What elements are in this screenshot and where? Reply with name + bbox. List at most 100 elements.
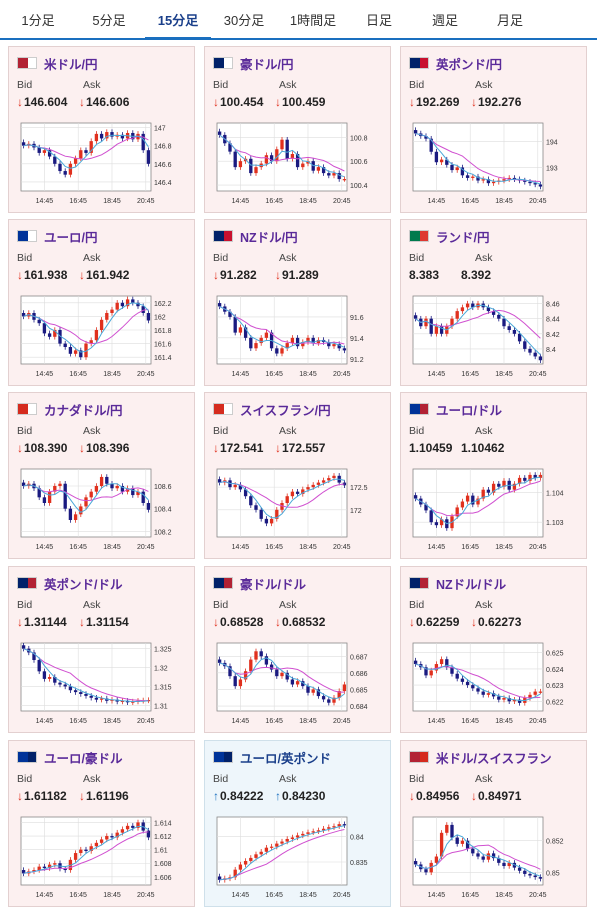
arrow-down-icon: ↓: [17, 441, 23, 455]
candle-body: [476, 688, 480, 692]
candle-body: [47, 333, 52, 337]
card-title[interactable]: 英ポンド/円: [409, 55, 502, 72]
price-chart[interactable]: 108.6 108.4 108.2 14:45 16:45 18:45 20:45: [17, 465, 187, 553]
card-title[interactable]: ランド/円: [409, 228, 490, 245]
price-chart[interactable]: 100.8 100.6 100.4 14:45 16:45 18:45 20:45: [213, 119, 383, 207]
rate-card[interactable]: 米ドル/スイスフラン Bid Ask ↓0.84956 ↓0.84971 0.852 0.8…: [400, 740, 587, 907]
price-chart[interactable]: 1.614 1.612 1.61 1.608 1.606 14:45 16:45 18:45 2…: [17, 813, 187, 901]
currency-flag-icon: [409, 230, 429, 242]
card-title[interactable]: 豪ドル/円: [213, 55, 294, 72]
card-title[interactable]: ユーロ/英ポンド: [213, 749, 331, 766]
ask-value: ↑0.84230: [275, 789, 325, 803]
rate-card[interactable]: 米ドル/円 Bid Ask ↓146.604 ↓146.606 147 146.8 146.6…: [8, 46, 195, 213]
pair-name[interactable]: 豪ドル/ドル: [240, 577, 306, 592]
candle-body: [342, 824, 347, 826]
pair-name[interactable]: NZドル/ドル: [436, 577, 507, 592]
card-title[interactable]: ユーロ/円: [17, 228, 98, 245]
short-ma-line: [415, 834, 541, 877]
rate-card[interactable]: 英ポンド/円 Bid Ask ↓192.269 ↓192.276 194 193 14:45 1…: [400, 46, 587, 213]
card-title[interactable]: 米ドル/スイスフラン: [409, 749, 552, 766]
x-tick-label: 14:45: [232, 718, 250, 725]
candle-body: [450, 164, 454, 171]
pair-name[interactable]: ユーロ/ドル: [436, 403, 502, 418]
rate-card[interactable]: ユーロ/豪ドル Bid Ask ↓1.61182 ↓1.61196 1.614 1.612 1…: [8, 740, 195, 907]
pair-name[interactable]: 英ポンド/ドル: [44, 577, 123, 592]
candle-body: [327, 827, 331, 829]
card-title[interactable]: ユーロ/ドル: [409, 401, 502, 418]
tab-timeframe[interactable]: 週足: [431, 13, 458, 28]
price-chart[interactable]: 1.325 1.32 1.315 1.31 14:45 16:45 18:45 20:45: [17, 639, 187, 727]
rate-card[interactable]: スイスフラン/円 Bid Ask ↓172.541 ↓172.557 172.5 172 14…: [204, 392, 391, 559]
price-chart[interactable]: 0.84 0.835 14:45 16:45 18:45 20:45: [213, 813, 383, 901]
price-chart[interactable]: 0.625 0.624 0.623 0.622 14:45 16:45 18:45 20:45: [409, 639, 579, 727]
rate-card[interactable]: カナダドル/円 Bid Ask ↓108.390 ↓108.396 108.6 108.4 1…: [8, 392, 195, 559]
card-title[interactable]: スイスフラン/円: [213, 401, 331, 418]
price-chart[interactable]: 0.852 0.85 14:45 16:45 18:45 20:45: [409, 813, 579, 901]
price-chart[interactable]: 91.6 91.4 91.2 14:45 16:45 18:45 20:45: [213, 292, 383, 380]
card-title[interactable]: NZドル/ドル: [409, 575, 507, 592]
candle-body: [42, 866, 47, 868]
card-title[interactable]: 豪ドル/ドル: [213, 575, 306, 592]
x-tick-label: 16:45: [69, 198, 87, 205]
short-ma-line: [415, 304, 541, 355]
price-chart[interactable]: 147 146.8 146.6 146.4 14:45 16:45 18:45 20:45: [17, 119, 187, 207]
card-title[interactable]: NZドル/円: [213, 228, 298, 245]
candle-body: [491, 311, 496, 315]
currency-flag-icon: [213, 751, 233, 763]
tab-timeframe[interactable]: 1時間足: [289, 13, 337, 28]
card-title[interactable]: ユーロ/豪ドル: [17, 749, 123, 766]
bid-value: 1.10459: [409, 441, 452, 455]
rate-card[interactable]: NZドル/ドル Bid Ask ↓0.62259 ↓0.62273 0.625 0.624 0…: [400, 566, 587, 733]
rate-card[interactable]: ユーロ/英ポンド Bid Ask ↑0.84222 ↑0.84230 0.84 0.835 1…: [204, 740, 391, 907]
rate-card[interactable]: 豪ドル/ドル Bid Ask ↓0.68528 ↓0.68532 0.687 0.686 0.…: [204, 566, 391, 733]
pair-name[interactable]: 豪ドル/円: [240, 57, 294, 72]
pair-name[interactable]: 英ポンド/円: [436, 57, 502, 72]
tab-timeframe[interactable]: 1分足: [21, 13, 55, 28]
ask-label: Ask: [279, 599, 297, 611]
candle-body: [254, 651, 258, 660]
bid-label: Bid: [17, 425, 33, 437]
tab-timeframe[interactable]: 5分足: [92, 13, 126, 28]
tab-timeframe[interactable]: 日足: [365, 13, 392, 28]
price-chart[interactable]: 0.687 0.686 0.685 0.684 14:45 16:45 18:45 20:45: [213, 639, 383, 727]
price-chart[interactable]: 162.2 162 161.8 161.6 161.4 14:45 16:45 18:45 20…: [17, 292, 187, 380]
card-title[interactable]: 米ドル/円: [17, 55, 98, 72]
pair-name[interactable]: 米ドル/スイスフラン: [436, 751, 552, 766]
rate-card[interactable]: ランド/円 Bid Ask 8.383 8.392 8.46 8.44 8.42 8.4 14:4…: [400, 219, 587, 386]
candle-body: [429, 510, 433, 523]
pair-name[interactable]: カナダドル/円: [44, 403, 123, 418]
rate-card[interactable]: ユーロ/ドル Bid Ask 1.10459 1.10462 1.104 1.103 14:4…: [400, 392, 587, 559]
candle-body: [79, 506, 83, 515]
candle-body: [217, 479, 222, 483]
x-tick-label: 16:45: [265, 198, 283, 205]
rate-card[interactable]: 豪ドル/円 Bid Ask ↓100.454 ↓100.459 100.8 100.6 100…: [204, 46, 391, 213]
pair-name[interactable]: ランド/円: [436, 230, 490, 245]
rate-card[interactable]: NZドル/円 Bid Ask ↓91.282 ↓91.289 91.6 91.4 91.2 14…: [204, 219, 391, 386]
candle-body: [517, 333, 522, 342]
bid-label: Bid: [409, 79, 425, 91]
pair-name[interactable]: ユーロ/円: [44, 230, 98, 245]
pair-name[interactable]: NZドル/円: [240, 230, 298, 245]
tab-timeframe[interactable]: 30分足: [223, 13, 265, 28]
price-chart[interactable]: 1.104 1.103 14:45 16:45 18:45 20:45: [409, 465, 579, 553]
price-chart[interactable]: 194 193 14:45 16:45 18:45 20:45: [409, 119, 579, 207]
rate-card[interactable]: 英ポンド/ドル Bid Ask ↓1.31144 ↓1.31154 1.325 1.32 1.…: [8, 566, 195, 733]
candle-body: [295, 491, 300, 494]
pair-name[interactable]: ユーロ/英ポンド: [240, 751, 331, 766]
candle-body: [512, 483, 517, 490]
bid-value-text: 146.604: [24, 95, 68, 109]
pair-name[interactable]: ユーロ/豪ドル: [44, 751, 123, 766]
price-chart[interactable]: 8.46 8.44 8.42 8.4 14:45 16:45 18:45 20:45: [409, 292, 579, 380]
tab-timeframe[interactable]: 月足: [496, 13, 523, 28]
long-ma-line: [415, 663, 541, 699]
pair-name[interactable]: 米ドル/円: [44, 57, 98, 72]
rate-card[interactable]: ユーロ/円 Bid Ask ↓161.938 ↓161.942 162.2 162 161.8…: [8, 219, 195, 386]
price-chart[interactable]: 172.5 172 14:45 16:45 18:45 20:45: [213, 465, 383, 553]
card-title[interactable]: 英ポンド/ドル: [17, 575, 123, 592]
tab-timeframe[interactable]: 15分足: [145, 0, 211, 40]
candle-body: [439, 659, 444, 665]
card-title[interactable]: カナダドル/円: [17, 401, 123, 418]
currency-flag-icon: [213, 230, 233, 242]
currency-flag-icon: [17, 403, 37, 415]
pair-name[interactable]: スイスフラン/円: [240, 403, 331, 418]
